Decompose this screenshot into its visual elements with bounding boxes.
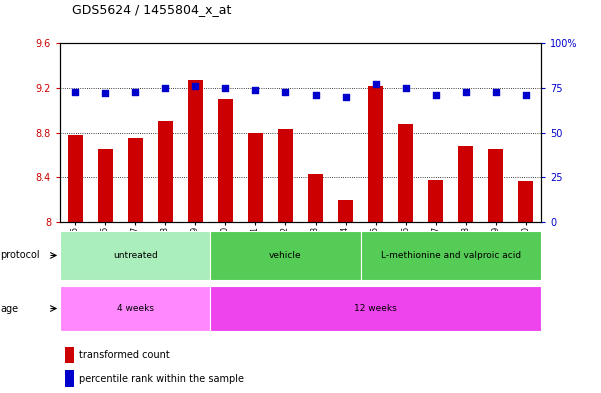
- Bar: [518, 181, 534, 222]
- Bar: [188, 80, 203, 222]
- Bar: [428, 180, 443, 222]
- Bar: [398, 124, 413, 222]
- Bar: [338, 200, 353, 222]
- Point: [491, 88, 501, 95]
- Text: 4 weeks: 4 weeks: [117, 304, 154, 313]
- Point: [281, 88, 290, 95]
- Bar: [218, 99, 233, 222]
- Bar: [458, 146, 474, 222]
- Point: [521, 92, 531, 98]
- Bar: [368, 86, 383, 222]
- Bar: [157, 121, 173, 222]
- Point: [431, 92, 441, 98]
- Point: [70, 88, 80, 95]
- Text: vehicle: vehicle: [269, 251, 302, 260]
- Point: [251, 86, 260, 93]
- Text: L-methionine and valproic acid: L-methionine and valproic acid: [380, 251, 521, 260]
- Bar: [248, 132, 263, 222]
- Bar: [60, 231, 210, 280]
- Point: [100, 90, 110, 96]
- Text: transformed count: transformed count: [79, 350, 170, 360]
- Bar: [65, 347, 73, 363]
- Bar: [308, 174, 323, 222]
- Bar: [210, 231, 361, 280]
- Text: age: age: [0, 303, 18, 314]
- Point: [341, 94, 350, 100]
- Bar: [210, 286, 541, 331]
- Bar: [127, 138, 143, 222]
- Bar: [67, 135, 82, 222]
- Bar: [488, 149, 503, 222]
- Text: GDS5624 / 1455804_x_at: GDS5624 / 1455804_x_at: [72, 3, 231, 16]
- Text: percentile rank within the sample: percentile rank within the sample: [79, 374, 245, 384]
- Text: 12 weeks: 12 weeks: [354, 304, 397, 313]
- Point: [311, 92, 320, 98]
- Point: [371, 81, 380, 88]
- Bar: [278, 129, 293, 222]
- Bar: [65, 370, 73, 387]
- Point: [130, 88, 140, 95]
- Bar: [361, 231, 541, 280]
- Point: [191, 83, 200, 89]
- Bar: [60, 286, 210, 331]
- Text: untreated: untreated: [113, 251, 157, 260]
- Point: [401, 85, 410, 91]
- Text: protocol: protocol: [0, 250, 40, 261]
- Point: [221, 85, 230, 91]
- Point: [160, 85, 170, 91]
- Point: [461, 88, 471, 95]
- Bar: [97, 149, 113, 222]
